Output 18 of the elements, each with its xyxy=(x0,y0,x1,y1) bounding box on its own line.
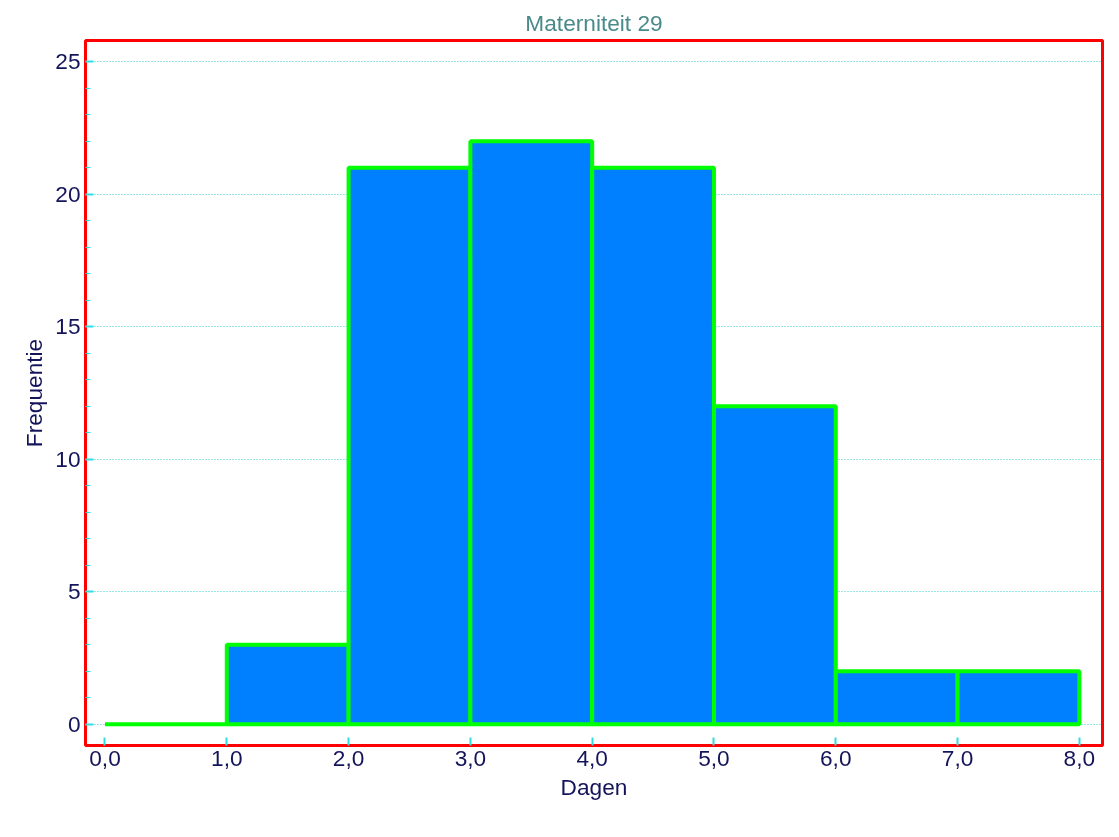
x-tick-label: 4,0 xyxy=(576,744,608,771)
y-tick-label: 20 xyxy=(55,180,81,207)
y-tick-label: 0 xyxy=(67,710,81,737)
y-tick-label: 5 xyxy=(67,578,81,605)
x-tick-label: 8,0 xyxy=(1063,744,1096,771)
x-tick-label: 2,0 xyxy=(332,744,365,771)
x-tick-label: 6,0 xyxy=(820,744,852,771)
x-tick-label: 0,0 xyxy=(89,744,121,771)
x-tick-label: 7,0 xyxy=(941,744,974,771)
y-axis-title: Frequentie xyxy=(21,338,48,448)
x-tick-label: 3,0 xyxy=(454,744,487,771)
y-tick-label: 10 xyxy=(55,445,81,472)
y-tick-label: 25 xyxy=(55,48,81,75)
chart-title: Materniteit 29 xyxy=(525,9,663,36)
x-axis-title: Dagen xyxy=(560,773,628,800)
y-tick-label: 15 xyxy=(55,313,81,340)
x-tick-label: 1,0 xyxy=(211,744,243,771)
x-tick-label: 5,0 xyxy=(698,744,730,771)
